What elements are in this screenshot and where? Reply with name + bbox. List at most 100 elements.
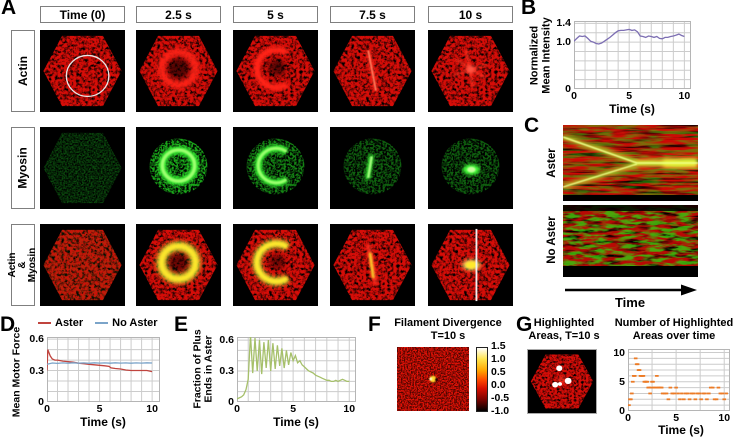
aster-kymograph <box>563 125 698 201</box>
no-aster-legend-dash <box>95 321 109 325</box>
chart-G-tick-label: 5 <box>619 375 625 388</box>
chart-E-tick-label: 0 <box>234 403 240 415</box>
merge-image-t0 <box>40 224 125 306</box>
chart-B-tick-label: 10 <box>678 90 691 102</box>
merge-image-5s <box>233 224 318 306</box>
chart-D-plot-area <box>46 337 160 403</box>
highlighted-areas-image-frame <box>527 349 597 414</box>
row-label-actin-text: Actin <box>16 56 30 86</box>
no-aster-row-label: No Aster <box>546 216 558 264</box>
motor-force-x-axis-label: Time (s) <box>80 415 126 429</box>
chart-B-tick-label: 1.4 <box>556 17 571 30</box>
chart-B-tick-label: 0 <box>571 90 577 102</box>
plus-ends-x-axis-label: Time (s) <box>273 415 319 429</box>
actin-image-10s <box>428 30 513 112</box>
highlighted-areas-title-line2: Areas, T=10 s <box>528 330 600 342</box>
divergence-heatmap <box>397 347 469 411</box>
time-arrow-icon <box>565 284 697 296</box>
highlighted-areas-title-line1: Highlighted <box>533 317 595 329</box>
highlighted-areas-image <box>530 354 594 409</box>
aster-row-label: Aster <box>546 148 558 178</box>
myosin-image-5s <box>233 127 318 209</box>
panel-d-label: D <box>0 313 16 336</box>
myosin-image-7-5s <box>330 127 415 209</box>
chart-B-tick-label: 0 <box>565 83 571 95</box>
colorbar-tick: 1.5 <box>491 340 506 352</box>
divergence-colorbar <box>476 347 488 412</box>
col-header-5s: 5 s <box>233 6 318 23</box>
chart-B-plot-area <box>573 21 691 90</box>
plus-ends-chart <box>236 334 356 403</box>
chart-B-tick-label: 5 <box>626 90 633 102</box>
divergence-title-line2: T=10 s <box>430 330 466 342</box>
panel-f-label: F <box>368 313 381 336</box>
chart-E-tick-label: 0.3 <box>219 365 234 378</box>
no-aster-legend-label: No Aster <box>112 317 158 329</box>
col-header-10s: 10 s <box>428 6 513 23</box>
motor-force-legend: Aster No Aster <box>38 317 158 329</box>
chart-E-plot-area <box>236 334 356 403</box>
colorbar-tick: -0.5 <box>491 392 510 404</box>
areas-count-title-line1: Number of Highlighted <box>614 317 734 329</box>
chart-G-tick-label: 10 <box>613 346 625 359</box>
actin-image-2-5s <box>136 30 221 112</box>
col-header-time0: Time (0) <box>40 6 125 23</box>
divergence-title-line1: Filament Divergence <box>394 317 502 329</box>
merge-image-7-5s <box>330 224 415 306</box>
chart-D-tick-label: 0.3 <box>29 364 44 377</box>
aster-region-circle <box>65 54 110 98</box>
chart-D-tick-label: 0.6 <box>29 333 44 346</box>
myosin-image-10s <box>428 127 513 209</box>
row-label-actin: Actin <box>11 30 35 112</box>
chart-D-tick-label: 0 <box>44 403 50 415</box>
aster-legend-dash <box>38 321 51 325</box>
legend-item-aster: Aster <box>38 317 83 329</box>
chart-E-tick-label: 10 <box>343 403 356 415</box>
intensity-y-axis-label-line1: Normalized <box>528 25 541 86</box>
divergence-colorbar-ticks: 1.5 1.0 0.5 0.0 -0.5 -1.0 <box>491 341 509 417</box>
areas-count-title-line2: Areas over time <box>632 330 716 342</box>
chart-G-tick-label: 5 <box>673 412 680 424</box>
row-label-actin-myosin: Actin & Myosin <box>7 224 38 306</box>
col-header-7-5s: 7.5 s <box>330 6 415 23</box>
colorbar-tick: 1.0 <box>491 353 506 365</box>
kymograph-time-label: Time <box>614 295 646 310</box>
colorbar-tick: -1.0 <box>491 405 510 417</box>
chart-D-tick-label: 10 <box>146 403 158 415</box>
panel-g-label: G <box>516 313 533 336</box>
colorbar-tick: 0.0 <box>491 379 506 391</box>
chart-G-tick-label: 10 <box>718 412 731 424</box>
chart-G-tick-label: 0 <box>619 405 625 417</box>
myosin-image-2-5s <box>136 127 221 209</box>
actin-image-5s <box>233 30 318 112</box>
row-label-myosin-text: Myosin <box>16 147 30 189</box>
merge-image-10s <box>428 224 513 306</box>
chart-E-tick-label: 5 <box>290 403 297 415</box>
actin-image-t0 <box>40 30 125 112</box>
chart-D-tick-label: 0 <box>38 396 44 408</box>
panel-e-label: E <box>174 313 189 336</box>
panel-c-label: C <box>524 114 540 137</box>
chart-G-tick-label: 0 <box>625 412 631 424</box>
intensity-chart <box>573 21 691 90</box>
panel-a-label: A <box>1 0 17 19</box>
chart-D-tick-label: 5 <box>96 403 103 415</box>
areas-count-x-axis-label: Time (s) <box>658 423 704 437</box>
colorbar-tick: 0.5 <box>491 366 506 378</box>
merge-image-2-5s <box>136 224 221 306</box>
intensity-x-axis-label: Time (s) <box>609 102 655 116</box>
areas-count-chart <box>627 349 730 412</box>
chart-B-tick-label: 1.0 <box>556 36 571 49</box>
col-header-2-5s: 2.5 s <box>136 6 221 23</box>
chart-E-tick-label: 0 <box>228 396 234 408</box>
highlighted-dots <box>552 365 572 388</box>
panel-b-label: B <box>521 0 537 19</box>
chart-G-plot-area <box>627 349 730 412</box>
legend-item-no-aster: No Aster <box>95 317 158 329</box>
motor-force-chart <box>46 337 160 403</box>
row-label-myosin: Myosin <box>11 127 35 209</box>
chart-E-tick-label: 0.6 <box>219 334 234 347</box>
no-aster-kymograph <box>563 205 698 277</box>
aster-legend-label: Aster <box>55 317 84 329</box>
